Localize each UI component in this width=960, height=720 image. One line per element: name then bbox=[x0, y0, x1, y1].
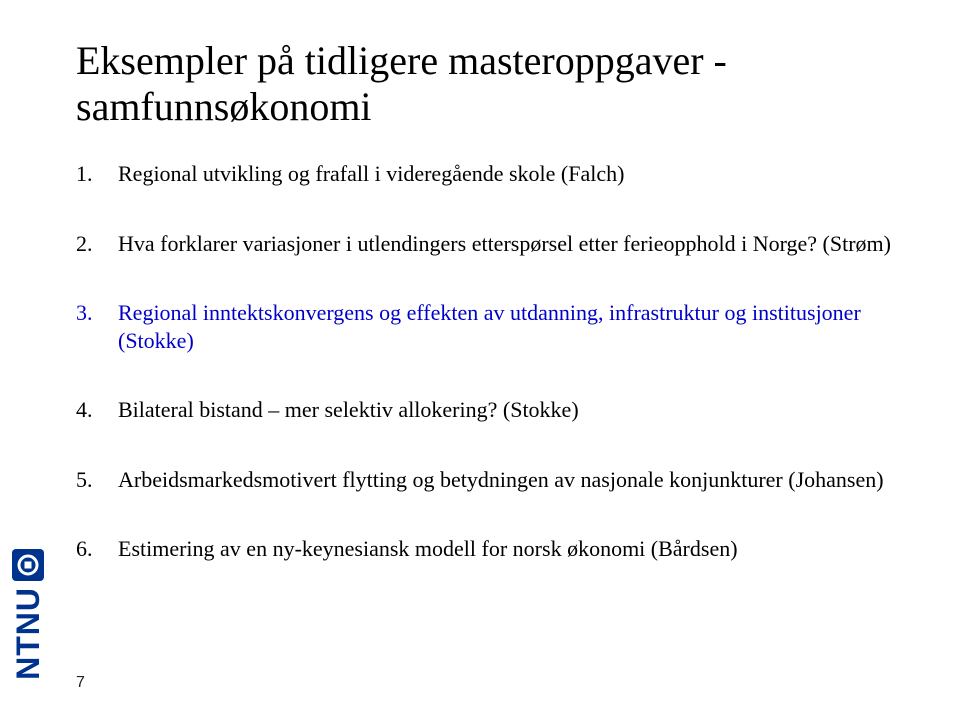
brand-logo: NTNU bbox=[10, 540, 47, 680]
brand-name: NTNU bbox=[10, 587, 47, 680]
list-item: Arbeidsmarkedsmotivert flytting og betyd… bbox=[76, 466, 900, 494]
list-item: Estimering av en ny-keynesiansk modell f… bbox=[76, 535, 900, 563]
list-item: Regional utvikling og frafall i videregå… bbox=[76, 160, 900, 188]
list-item: Hva forklarer variasjoner i utlendingers… bbox=[76, 230, 900, 258]
list-item: Bilateral bistand – mer selektiv alloker… bbox=[76, 396, 900, 424]
slide-content: Eksempler på tidligere masteroppgaver - … bbox=[56, 0, 960, 720]
page-number: 7 bbox=[76, 674, 85, 692]
thesis-list: Regional utvikling og frafall i videregå… bbox=[76, 160, 900, 563]
ntnu-emblem-icon bbox=[11, 548, 45, 587]
brand-sidebar: NTNU bbox=[0, 0, 56, 720]
list-item[interactable]: Regional inntektskonvergens og effekten … bbox=[76, 299, 900, 354]
slide-title: Eksempler på tidligere masteroppgaver - … bbox=[76, 38, 900, 130]
slide: NTNU Eksempler på tidligere masteroppgav… bbox=[0, 0, 960, 720]
